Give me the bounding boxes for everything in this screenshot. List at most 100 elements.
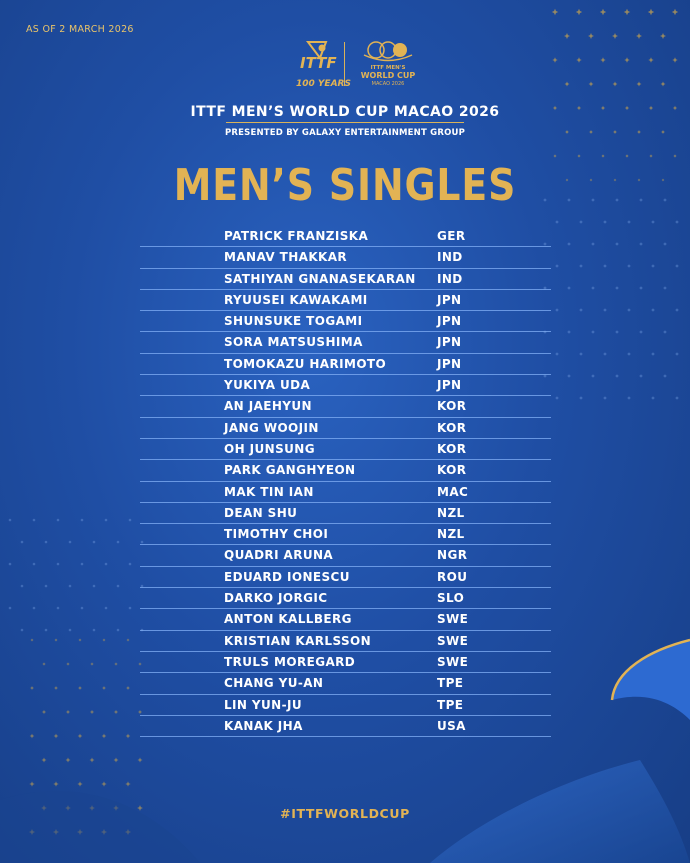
player-name: AN JAEHYUN — [224, 399, 312, 414]
bottom-left-wave — [0, 790, 200, 863]
dot-shape — [8, 518, 12, 522]
player-name: DARKO JORGIC — [224, 591, 328, 606]
player-name: EDUARD IONESCU — [224, 569, 350, 584]
dot-shape — [663, 198, 667, 202]
player-country: JPN — [437, 378, 462, 393]
dot-shape — [543, 242, 547, 246]
player-name: LIN YUN-JU — [224, 697, 302, 712]
sparkle-shape — [53, 733, 59, 739]
event-title: ITTF MEN’S WORLD CUP MACAO 2026 — [190, 104, 500, 120]
player-row: AN JAEHYUN KOR — [140, 396, 551, 418]
sparkle-shape — [78, 686, 82, 690]
event-logo-line1: ITTF MEN'S — [371, 65, 406, 71]
dot-shape — [80, 562, 84, 566]
sparkle-shape — [660, 81, 666, 87]
dot-shape — [104, 562, 108, 566]
player-country: JPN — [437, 314, 462, 329]
dot-shape — [663, 286, 667, 290]
dot-shape — [615, 198, 619, 202]
dot-shape — [663, 374, 667, 378]
dot-shape — [615, 286, 619, 290]
dot-shape — [543, 286, 547, 290]
player-row: CHANG YU-AN TPE — [140, 673, 551, 695]
sparkle-shape — [649, 154, 653, 158]
sparkle-shape — [77, 781, 83, 787]
player-row: SHUNSUKE TOGAMI JPN — [140, 311, 551, 333]
sparkle-shape — [660, 33, 666, 39]
player-name: YUKIYA UDA — [224, 378, 311, 393]
player-country: USA — [437, 718, 466, 733]
dot-shape — [555, 396, 559, 400]
player-row: SATHIYAN GNANASEKARAN IND — [140, 269, 551, 290]
dot-shape — [555, 352, 559, 356]
sparkle-shape — [102, 686, 106, 690]
ittf-100-years: 100 YEARS — [296, 79, 351, 89]
sparkle-shape — [101, 733, 107, 739]
dot-shape — [651, 352, 655, 356]
player-country: JPN — [437, 356, 462, 371]
dot-shape — [663, 330, 667, 334]
sparkle-shape — [661, 130, 665, 134]
dot-shape — [555, 308, 559, 312]
player-row: TIMOTHY CHOI NZL — [140, 524, 551, 546]
player-row: SORA MATSUSHIMA JPN — [140, 332, 551, 354]
sparkle-shape — [65, 757, 71, 763]
player-country: SWE — [437, 654, 469, 669]
dot-shape — [579, 396, 583, 400]
sparkle-shape — [636, 81, 642, 87]
dot-shape — [116, 584, 120, 588]
player-row: YUKIYA UDA JPN — [140, 375, 551, 397]
dot-shape — [567, 286, 571, 290]
player-row: PARK GANGHYEON KOR — [140, 460, 551, 482]
sparkle-shape — [589, 178, 593, 182]
sparkle-shape — [42, 662, 46, 666]
sparkle-shape — [30, 686, 34, 690]
dot-shape — [8, 606, 12, 610]
sparkle-shape — [126, 686, 130, 690]
logo-divider — [344, 42, 345, 86]
sparkle-shape — [78, 638, 82, 642]
player-name: ANTON KALLBERG — [224, 612, 352, 627]
dot-shape — [603, 352, 607, 356]
player-name: CHANG YU-AN — [224, 676, 324, 691]
dot-shape — [68, 540, 72, 544]
player-name: OH JUNSUNG — [224, 441, 315, 456]
dot-shape — [555, 264, 559, 268]
dot-shape — [675, 396, 679, 400]
player-row: PATRICK FRANZISKA GER — [140, 226, 551, 248]
sparkle-shape — [672, 57, 678, 63]
dot-shape — [663, 242, 667, 246]
sparkle-shape — [637, 178, 641, 182]
sparkle-shape — [90, 662, 94, 666]
dot-shape — [651, 264, 655, 268]
dot-shape — [603, 308, 607, 312]
player-name: TOMOKAZU HARIMOTO — [224, 356, 387, 371]
sparkle-shape — [54, 686, 58, 690]
player-country: IND — [437, 271, 463, 286]
sparkle-shape — [125, 733, 131, 739]
dot-shape — [627, 308, 631, 312]
player-row: MANAV THAKKAR IND — [140, 247, 551, 269]
sparkle-shape — [41, 709, 47, 715]
player-row: ANTON KALLBERG SWE — [140, 609, 551, 631]
player-name: SHUNSUKE TOGAMI — [224, 314, 363, 329]
dot-shape — [591, 242, 595, 246]
dot-shape — [128, 606, 132, 610]
dot-shape — [579, 220, 583, 224]
sparkle-shape — [102, 638, 106, 642]
player-row: MAK TIN IAN MAC — [140, 482, 551, 503]
player-name: KRISTIAN KARLSSON — [224, 633, 372, 648]
sparkle-shape — [564, 81, 570, 87]
sparkle-shape — [577, 154, 581, 158]
dot-shape — [104, 606, 108, 610]
player-name: MANAV THAKKAR — [224, 250, 348, 265]
dot-shape — [651, 396, 655, 400]
player-row: LIN YUN-JU TPE — [140, 695, 551, 716]
dot-shape — [579, 264, 583, 268]
player-country: TPE — [437, 676, 464, 691]
sparkle-shape — [673, 154, 677, 158]
dot-shape — [8, 562, 12, 566]
dot-shape — [92, 628, 96, 632]
bottom-right-wave — [430, 760, 690, 863]
player-name: PARK GANGHYEON — [224, 463, 356, 478]
